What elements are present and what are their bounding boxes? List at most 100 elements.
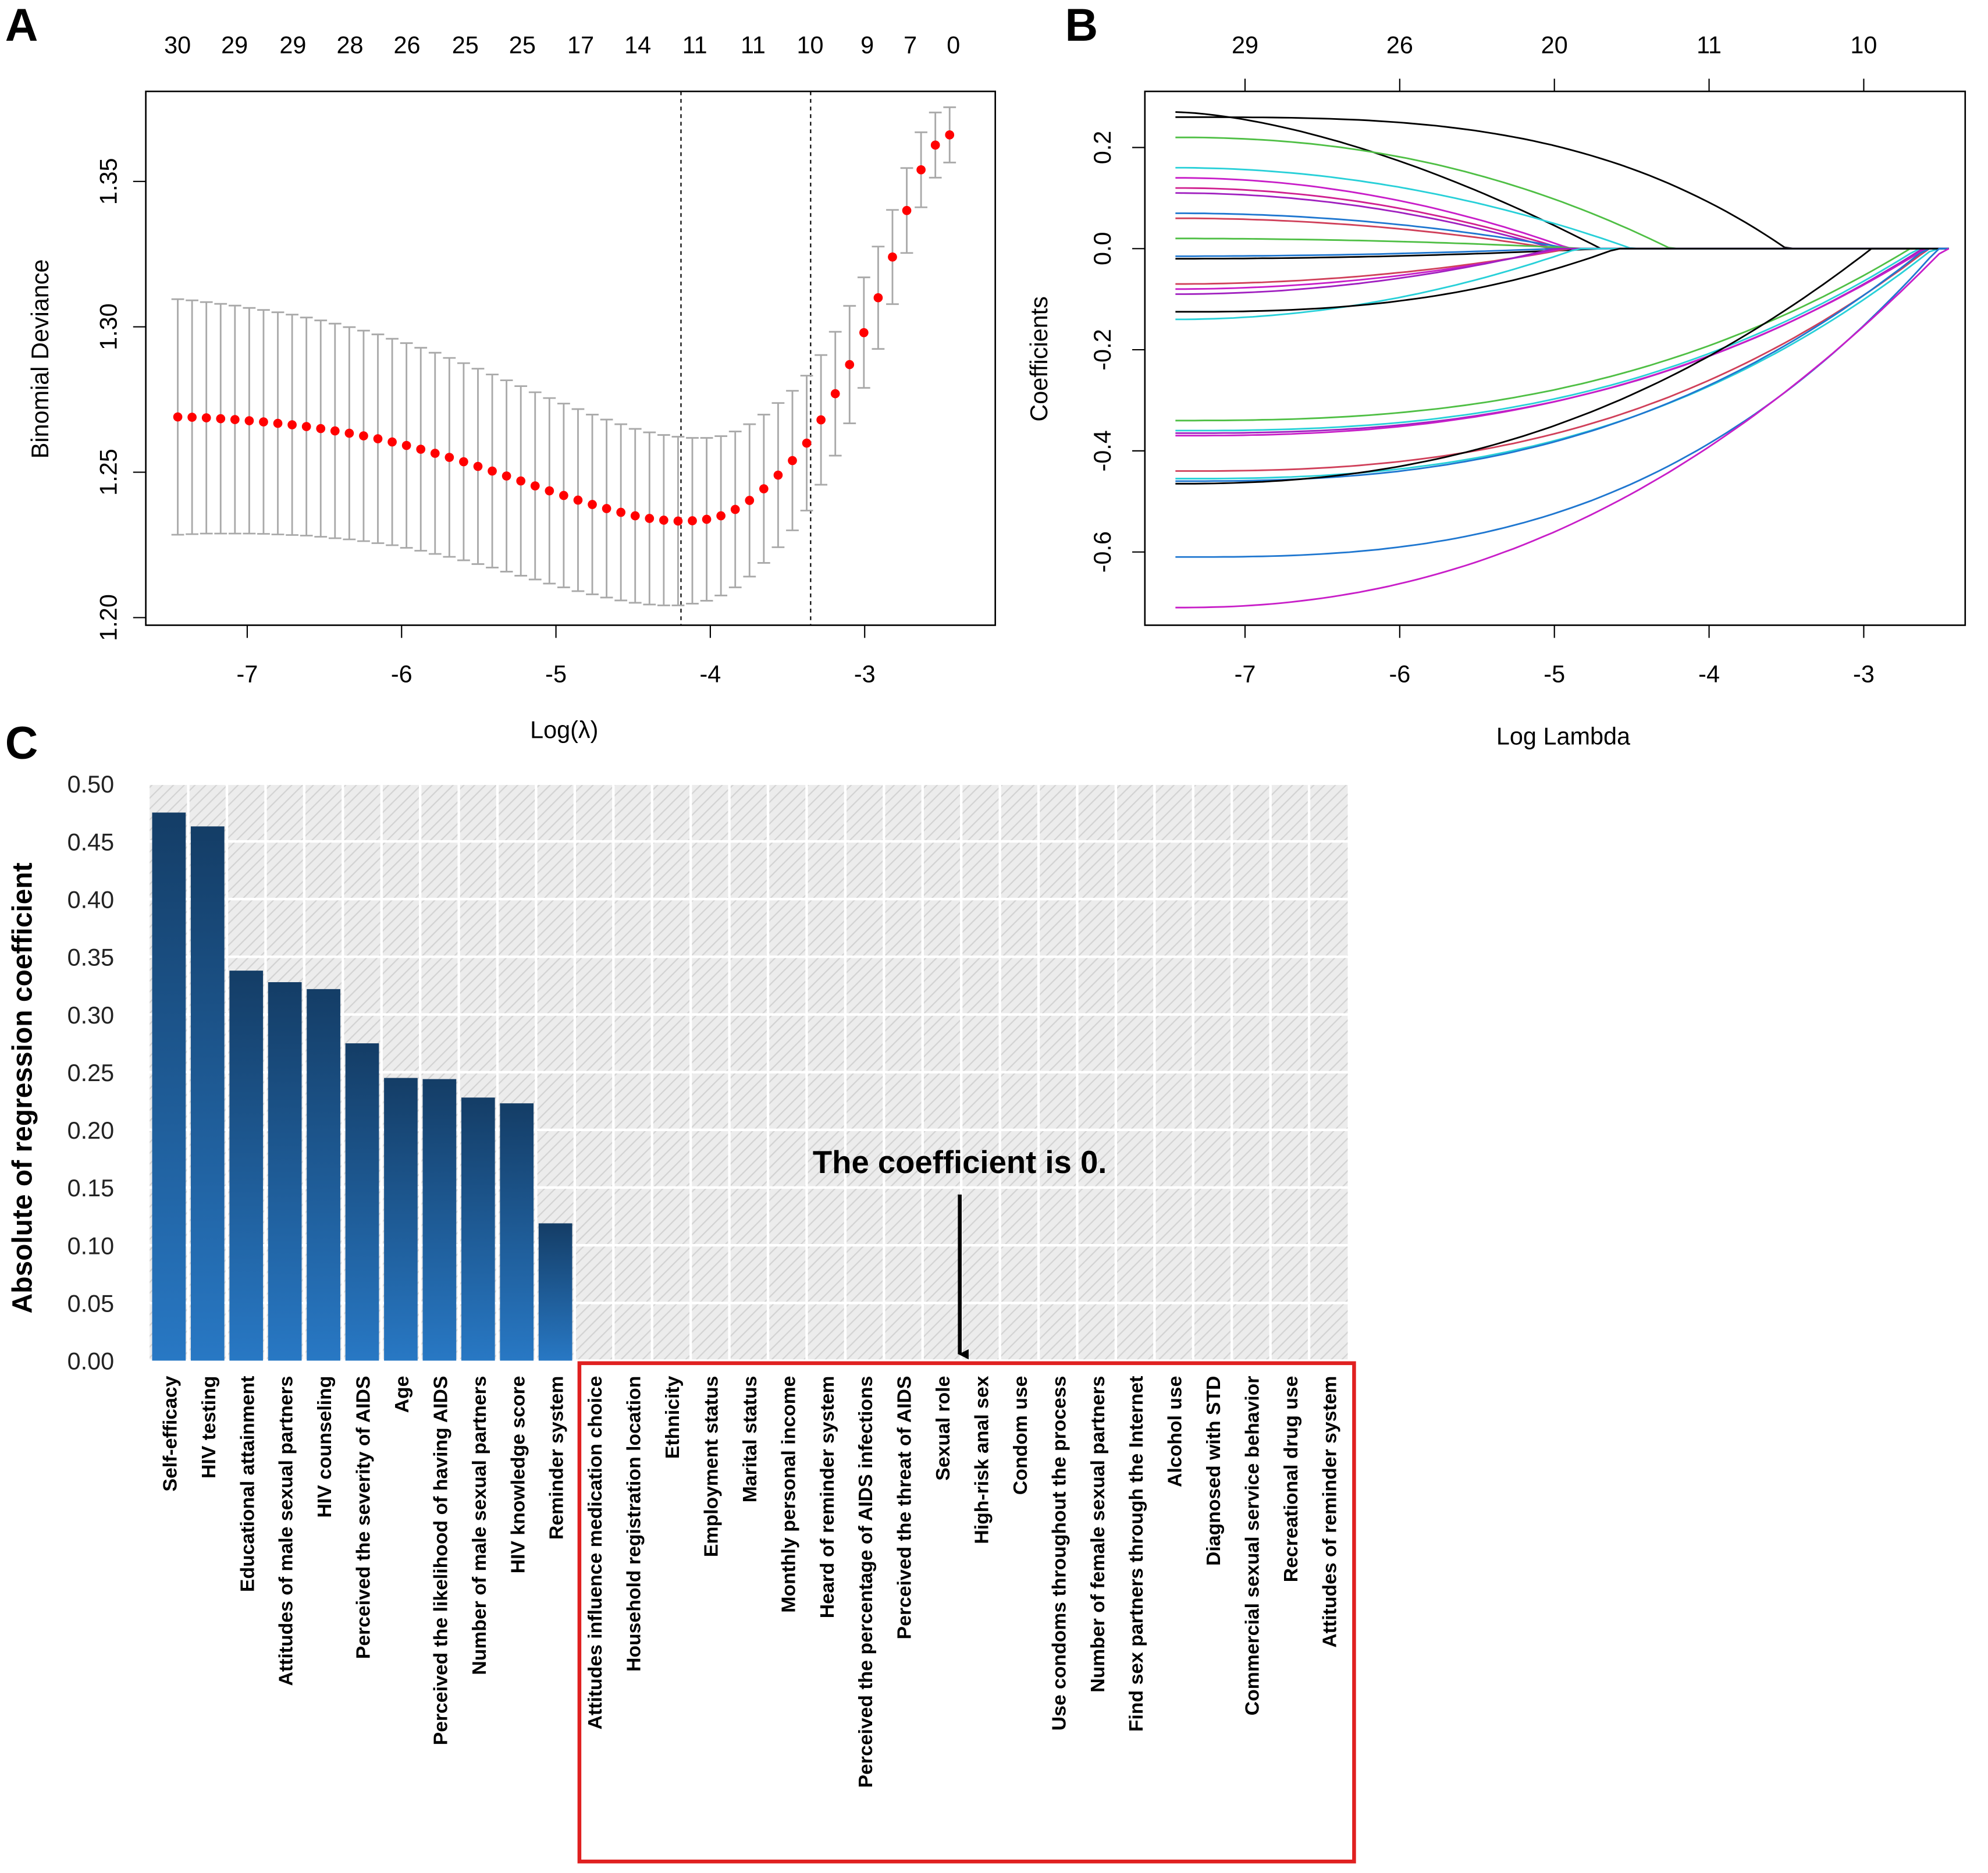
bar: [152, 812, 186, 1361]
bar: [345, 1043, 379, 1361]
category-label: Commercial sexual service behavior: [1241, 1376, 1263, 1716]
top-axis-label: 11: [682, 32, 707, 59]
top-axis-label: 29: [279, 32, 306, 59]
deviance-point: [330, 426, 340, 436]
y-tick-label: 0.30: [67, 1002, 115, 1029]
deviance-point: [259, 417, 268, 427]
y-axis-label: Binomial Deviance: [27, 259, 54, 459]
category-label: Sexual role: [932, 1376, 954, 1481]
bar: [500, 1103, 534, 1361]
deviance-point: [373, 434, 383, 443]
annotation-text: The coefficient is 0.: [813, 1145, 1107, 1180]
x-tick-label: -6: [1389, 661, 1410, 688]
deviance-point: [230, 415, 240, 424]
y-tick-label: 0.0: [1089, 232, 1116, 266]
category-label: Number of male sexual partners: [468, 1376, 490, 1675]
y-tick-label: 1.30: [95, 303, 122, 350]
bar: [268, 982, 302, 1361]
category-label: HIV testing: [198, 1376, 220, 1479]
category-label: Recreational drug use: [1280, 1376, 1302, 1583]
y-axis-label: Coefficients: [1026, 296, 1052, 422]
deviance-point: [187, 413, 197, 422]
deviance-point: [759, 484, 769, 493]
deviance-point: [702, 514, 712, 524]
deviance-point: [716, 511, 726, 521]
category-label: Perceived the threat of AIDS: [894, 1376, 916, 1640]
y-tick-label: 1.25: [95, 449, 122, 496]
deviance-point: [902, 205, 912, 215]
y-tick-label: 0.40: [67, 886, 115, 913]
coefficient-path: [1175, 247, 1949, 485]
deviance-point: [645, 514, 655, 523]
deviance-point: [502, 471, 511, 481]
coefficient-path: [1175, 247, 1949, 482]
deviance-point: [273, 418, 283, 428]
plot-frame: [145, 90, 996, 626]
deviance-point: [516, 476, 526, 486]
deviance-point: [173, 412, 183, 422]
x-tick-label: -5: [1544, 661, 1565, 688]
deviance-point: [773, 470, 783, 480]
bar: [461, 1097, 495, 1361]
top-axis-label: 10: [1850, 32, 1877, 59]
deviance-point: [545, 486, 554, 496]
panel-c-coefficient-bar-chart: Absolute of regression coefficient The c…: [7, 771, 1356, 1864]
y-axis-label: Absolute of regression coefficient: [7, 862, 38, 1313]
deviance-point: [845, 360, 855, 369]
deviance-point: [616, 507, 626, 517]
deviance-point: [930, 140, 940, 150]
y-tick-label: 0.00: [67, 1348, 115, 1375]
category-label: Household registration location: [623, 1376, 645, 1672]
deviance-point: [788, 456, 797, 465]
coefficient-path: [1175, 247, 1949, 472]
deviance-point: [816, 415, 826, 425]
y-tick-label: 1.35: [95, 158, 122, 205]
bar: [384, 1078, 418, 1361]
category-label: Attitudes of male sexual partners: [275, 1376, 297, 1686]
deviance-point: [659, 516, 668, 525]
deviance-point: [244, 416, 254, 425]
coefficient-path: [1175, 166, 1949, 250]
category-label: Ethnicity: [662, 1376, 684, 1459]
bar: [190, 826, 225, 1361]
top-axis-label: 7: [904, 32, 917, 59]
coefficient-path: [1175, 247, 1949, 422]
category-label: Number of female sexual partners: [1087, 1376, 1109, 1693]
top-axis-label: 0: [947, 32, 960, 59]
category-label: Diagnosed with STD: [1203, 1376, 1225, 1566]
top-axis-label: 25: [509, 32, 536, 59]
category-label: Age: [391, 1376, 413, 1413]
deviance-point: [301, 422, 311, 431]
deviance-point: [559, 491, 568, 500]
deviance-point: [730, 504, 740, 514]
deviance-point: [316, 424, 326, 433]
category-label: Educational attainment: [236, 1376, 258, 1592]
deviance-point: [387, 437, 397, 447]
category-label: Attitudes of reminder system: [1318, 1376, 1340, 1648]
panel-label-a: A: [5, 0, 38, 51]
coefficient-path: [1175, 247, 1949, 434]
category-label: Perceived the likelihood of having AIDS: [429, 1376, 451, 1746]
coefficient-path: [1175, 247, 1949, 313]
top-axis-label: 9: [860, 32, 874, 59]
deviance-point: [802, 438, 812, 448]
category-label: HIV knowledge score: [507, 1376, 529, 1574]
top-axis-label: 11: [1697, 32, 1722, 59]
top-axis-label: 17: [567, 32, 594, 59]
top-axis-label: 28: [336, 32, 363, 59]
coefficient-path: [1175, 247, 1949, 321]
category-label: Heard of reminder system: [816, 1376, 838, 1619]
deviance-point: [630, 511, 640, 521]
coefficient-path: [1175, 247, 1949, 432]
y-tick-label: 0.25: [67, 1060, 115, 1086]
category-label: Use condoms throughout the process: [1048, 1376, 1070, 1731]
top-axis-label: 26: [1386, 32, 1413, 59]
coefficient-path: [1175, 237, 1949, 250]
y-tick-label: 0.05: [67, 1291, 115, 1317]
coefficient-path: [1175, 247, 1949, 558]
deviance-point: [673, 516, 683, 526]
coefficient-path: [1175, 217, 1949, 250]
zero-coefficient-highlight-box: [577, 1361, 1356, 1864]
coefficient-path: [1175, 248, 1950, 609]
deviance-point: [588, 500, 597, 509]
